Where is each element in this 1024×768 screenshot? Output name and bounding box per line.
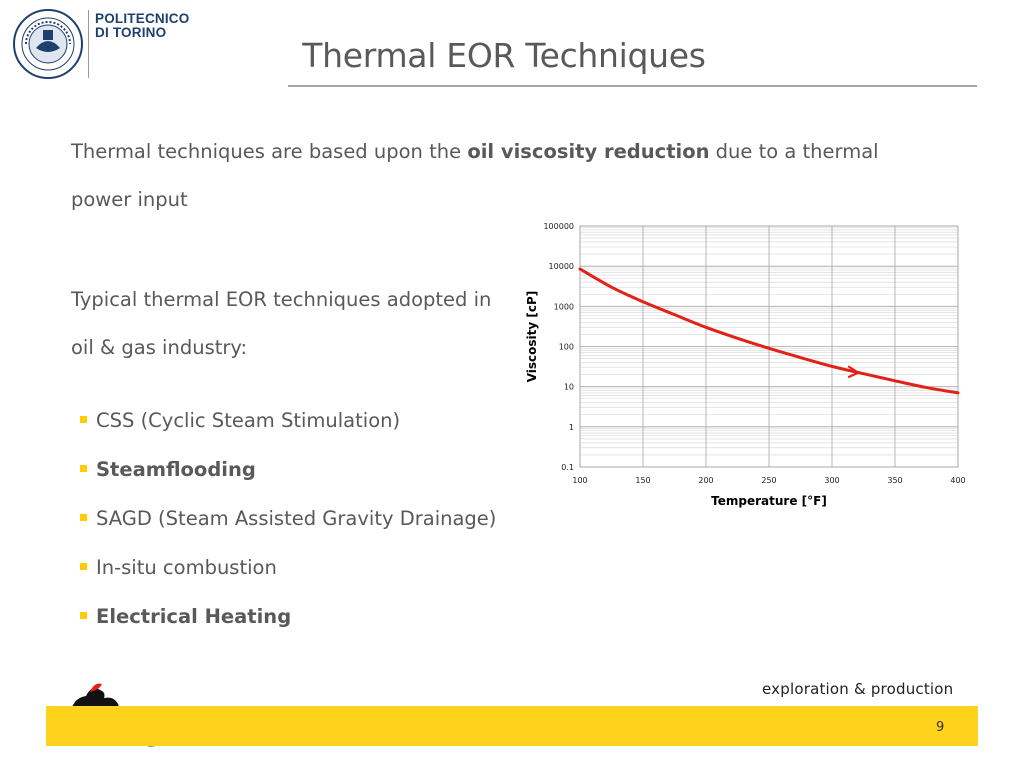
x-tick-label: 150 (635, 476, 650, 485)
intro-paragraph: Thermal techniques are based upon the oi… (71, 128, 931, 224)
page-number: 9 (936, 720, 945, 735)
y-tick-label: 10000 (549, 262, 574, 271)
x-axis-label: Temperature [°F] (711, 494, 827, 508)
bullet-square-icon (80, 514, 87, 521)
y-tick-label: 10 (564, 383, 574, 392)
x-tick-label: 300 (824, 476, 839, 485)
institution-line1: POLITECNICO (95, 11, 190, 26)
x-tick-label: 200 (698, 476, 713, 485)
intro-bold: oil viscosity reduction (467, 140, 710, 163)
institution-name: POLITECNICO DI TORINO (95, 12, 189, 40)
techniques-paragraph: Typical thermal EOR techniques adopted i… (71, 288, 492, 359)
curve-arrow-icon (847, 365, 861, 379)
technique-list: CSS (Cyclic Steam Stimulation) Steamflood… (80, 396, 496, 641)
bullet-square-icon (80, 465, 87, 472)
bullet-square-icon (80, 416, 87, 423)
x-tick-label: 400 (950, 476, 965, 485)
y-tick-label: 1000 (554, 302, 574, 311)
slide-title: Thermal EOR Techniques (302, 36, 706, 75)
politecnico-seal-icon (13, 9, 83, 79)
bullet-square-icon (80, 563, 87, 570)
viscosity-curve (578, 267, 960, 395)
technique-item: Electrical Heating (80, 592, 496, 641)
title-rule (288, 85, 977, 87)
header-divider (88, 10, 89, 78)
technique-item: In-situ combustion (80, 543, 496, 592)
bullet-square-icon (80, 612, 87, 619)
technique-item: Steamflooding (80, 445, 496, 494)
footer-band (46, 706, 978, 746)
viscosity-temperature-chart: 0.1 1 10 100 1000 10000 100000 100 150 200 250 300 3… (525, 222, 966, 508)
intro-prefix: Thermal techniques are based upon the (71, 140, 468, 163)
technique-item: CSS (Cyclic Steam Stimulation) (80, 396, 496, 445)
technique-label: SAGD (Steam Assisted Gravity Drainage) (96, 507, 497, 530)
y-tick-label: 1 (569, 423, 574, 432)
y-tick-label: 100 (559, 343, 574, 352)
technique-label: CSS (Cyclic Steam Stimulation) (96, 409, 401, 432)
y-tick-label: 100000 (543, 222, 574, 231)
y-axis-label: Viscosity [cP] (525, 291, 539, 383)
x-tick-label: 250 (761, 476, 776, 485)
x-tick-label: 350 (887, 476, 902, 485)
intro-suffix: due to a thermal power input (71, 140, 879, 211)
institution-line2: DI TORINO (95, 25, 167, 40)
technique-label: In-situ combustion (96, 556, 277, 579)
technique-label: Electrical Heating (96, 605, 292, 628)
division-label: exploration & production (762, 680, 954, 698)
technique-item: SAGD (Steam Assisted Gravity Drainage) (80, 494, 496, 543)
technique-label: Steamflooding (96, 458, 256, 481)
y-tick-label: 0.1 (561, 463, 574, 472)
x-tick-label: 100 (572, 476, 587, 485)
